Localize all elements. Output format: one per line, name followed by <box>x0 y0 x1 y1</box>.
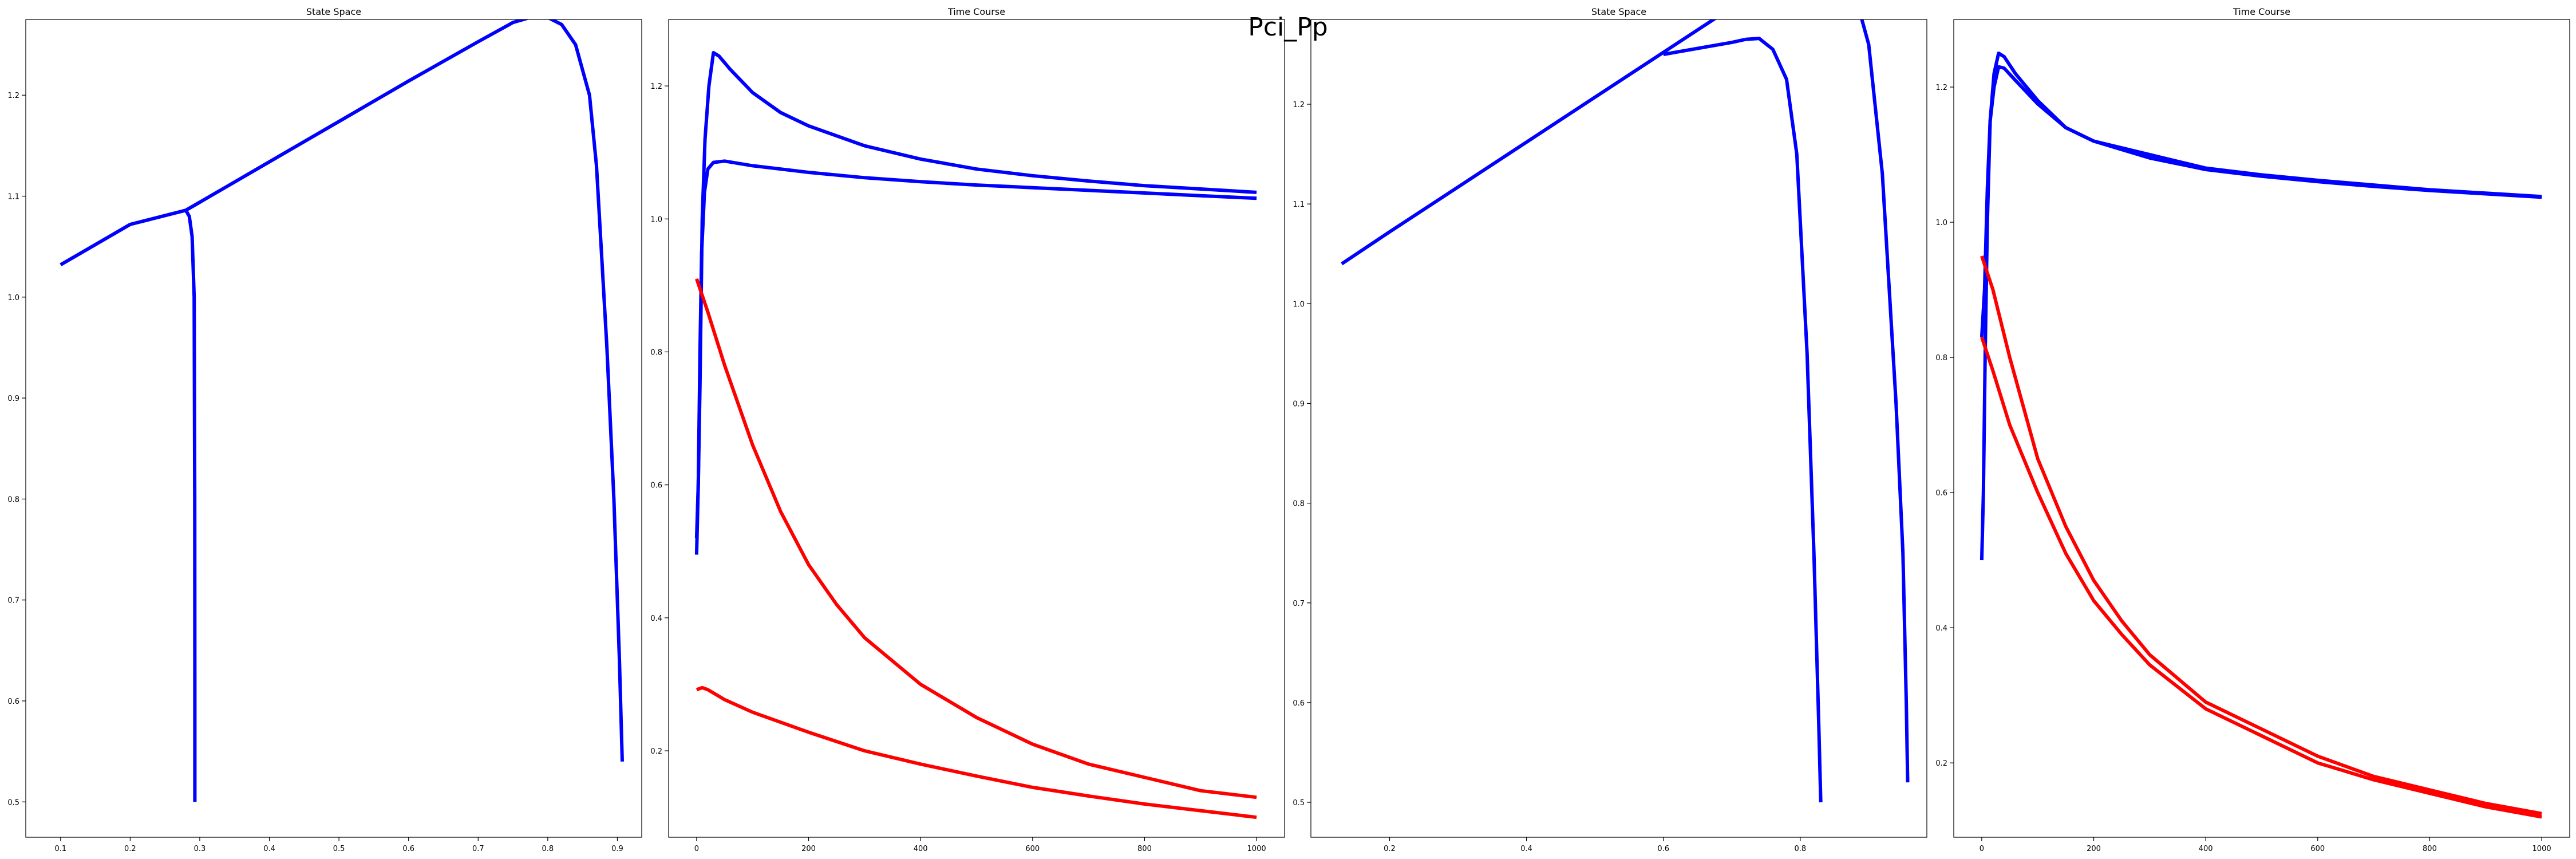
x-tick-label: 0.5 <box>333 845 345 853</box>
x-tick-label: 400 <box>2199 845 2213 853</box>
y-tick-label: 1.1 <box>7 193 19 202</box>
axes-frame <box>1310 19 1927 838</box>
x-tick-label: 0.2 <box>1384 845 1396 853</box>
x-tick-label: 0.9 <box>611 845 623 853</box>
y-tick-label: 0.8 <box>1293 500 1305 509</box>
y-tick-label: 0.7 <box>1293 600 1305 608</box>
y-tick-label: 0.6 <box>650 482 662 490</box>
series-line-4 <box>696 685 1257 819</box>
x-tick-label: 0.4 <box>263 845 275 853</box>
subplot-3: State Space 0.2 0.4 0.6 0.8 0.5 0.6 0.7 0.8 0.9 1.… <box>1293 6 1927 853</box>
x-tick-label: 0 <box>1980 845 1984 853</box>
y-tick-label: 1.1 <box>1293 200 1305 209</box>
subplot-title: State Space <box>1591 6 1646 17</box>
x-tick-label: 0 <box>694 845 699 853</box>
subplot-1: State Space 0.1 0.2 0.3 0.4 0.5 0.6 0.7 0.8 0.9 0.… <box>7 6 642 853</box>
y-tick-label: 0.6 <box>1935 489 1947 498</box>
y-tick-label: 0.6 <box>7 698 19 706</box>
subplot-title: Time Course <box>2233 6 2290 17</box>
x-tick-label: 800 <box>1137 845 1152 853</box>
x-tick-label: 0.1 <box>54 845 66 853</box>
x-tick-label: 0.2 <box>124 845 136 853</box>
y-tick-label: 1.0 <box>650 215 662 224</box>
x-tick-label: 800 <box>2423 845 2437 853</box>
x-tick-label: 200 <box>2087 845 2101 853</box>
series-line-2 <box>60 200 201 266</box>
y-tick-label: 0.8 <box>7 495 19 504</box>
subplot-grid: State Space 0.1 0.2 0.3 0.4 0.5 0.6 0.7 0.8 0.9 0.… <box>7 6 2570 853</box>
x-tick-label: 600 <box>1025 845 1040 853</box>
y-tick-label: 1.2 <box>7 92 19 100</box>
x-tick-label: 400 <box>914 845 928 853</box>
y-tick-label: 0.5 <box>1293 799 1305 807</box>
y-tick-label: 0.7 <box>7 597 19 605</box>
series-line-1 <box>1341 19 1910 783</box>
figure-suptitle: Pci_Pp <box>1248 13 1327 42</box>
y-tick-label: 0.6 <box>1293 699 1305 708</box>
series-line-2 <box>694 159 1257 555</box>
y-tick-label: 0.8 <box>1935 354 1947 362</box>
y-tick-label: 1.2 <box>1293 101 1305 109</box>
subplot-4: Time Course 0 200 400 600 800 1000 0.2 0.4 0.6 0.8… <box>1935 6 2570 853</box>
x-tick-label: 1000 <box>2532 845 2551 853</box>
x-tick-label: 0.6 <box>1657 845 1669 853</box>
y-tick-label: 0.9 <box>7 395 19 403</box>
x-tick-label: 0.6 <box>402 845 414 853</box>
y-tick-label: 1.0 <box>1293 300 1305 309</box>
axes-frame <box>668 19 1285 838</box>
x-tick-label: 0.3 <box>194 845 206 853</box>
x-tick-label: 600 <box>2310 845 2325 853</box>
subplot-2: Time Course 0 200 400 600 800 1000 0.2 0.4 0.6 0.8… <box>650 6 1285 853</box>
y-tick-label: 0.9 <box>1293 400 1305 408</box>
x-tick-label: 0.4 <box>1520 845 1532 853</box>
series-line-4 <box>1980 336 2542 819</box>
y-tick-label: 1.0 <box>7 294 19 302</box>
series-line-1 <box>694 51 1257 538</box>
series-line-2 <box>1745 37 1823 803</box>
subplot-title: Time Course <box>947 6 1005 17</box>
y-tick-label: 0.2 <box>650 747 662 756</box>
y-tick-label: 0.2 <box>1935 759 1947 768</box>
series-line-3 <box>695 278 1257 799</box>
y-tick-label: 0.8 <box>650 348 662 357</box>
subplot-title: State Space <box>306 6 361 17</box>
x-tick-label: 0.8 <box>1794 845 1806 853</box>
series-line-2 <box>1980 65 2542 337</box>
y-tick-label: 0.4 <box>1935 624 1947 633</box>
x-tick-label: 200 <box>801 845 816 853</box>
y-tick-label: 0.4 <box>650 614 662 623</box>
axes-frame <box>25 19 642 838</box>
series-line-3 <box>1980 255 2542 815</box>
y-tick-label: 1.0 <box>1935 219 1947 227</box>
series-line-1 <box>184 19 624 802</box>
x-tick-label: 1000 <box>1247 845 1266 853</box>
y-tick-label: 1.2 <box>1935 84 1947 92</box>
y-tick-label: 0.5 <box>7 798 19 807</box>
axes-frame <box>1953 19 2570 838</box>
y-tick-label: 1.2 <box>650 82 662 91</box>
x-tick-label: 0.8 <box>542 845 554 853</box>
x-tick-label: 0.7 <box>472 845 484 853</box>
series-line-3 <box>1663 37 1746 56</box>
